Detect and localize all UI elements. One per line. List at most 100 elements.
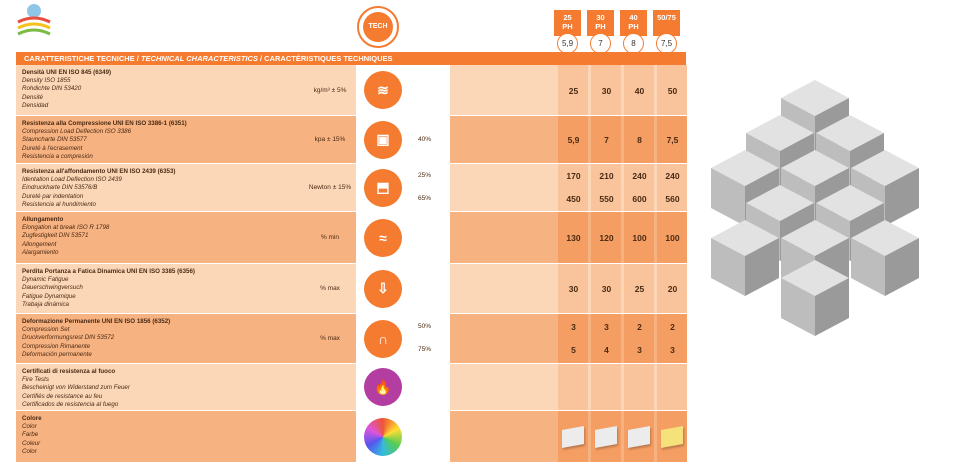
property-unit: kpa ± 15% <box>314 136 346 143</box>
grade-column-band <box>624 314 654 363</box>
percent-label: 50% <box>418 322 432 330</box>
property-line: Elongation at break ISO R 1798 <box>22 224 110 232</box>
density-icon: ≋ <box>364 71 402 109</box>
grade-column-header: 50/75 7,5 <box>653 10 680 60</box>
property-line: Color <box>22 423 37 431</box>
value-cell: 7,5 <box>666 135 679 145</box>
percent-cell <box>410 212 450 263</box>
value-cell: 30 <box>601 85 612 96</box>
value-cell: 7 <box>604 135 609 145</box>
spacer-cell <box>450 164 554 211</box>
property-line: Bescheinigt von Widerstand zum Feuer <box>22 384 130 392</box>
icon-cell: 🔥 <box>356 364 410 410</box>
icon-cell: ⬒ <box>356 164 410 211</box>
compression-icon: ▣ <box>364 120 402 159</box>
grade-column-band <box>591 212 621 263</box>
grade-column-band <box>591 364 621 410</box>
property-line: Perdita Portanza a Fatica Dinamica UNI E… <box>22 268 195 275</box>
grade-column-band <box>591 116 621 163</box>
property-unit: kg/m³ ± 5% <box>313 86 347 94</box>
grade-column-band <box>624 364 654 410</box>
property-unit <box>304 364 356 410</box>
color-icon <box>364 417 402 456</box>
table-row: Deformazione Permanente UNI EN ISO 1856 … <box>16 314 687 364</box>
spacer-cell <box>450 212 554 263</box>
percent-cell <box>410 65 450 115</box>
property-unit: Newton ± 15% <box>308 184 352 191</box>
values-group: 25 30 40 50 <box>554 65 687 115</box>
grade-suffix-label: PH <box>562 22 573 31</box>
property-label: Certificati di resistenza al fuoco Fire T… <box>16 364 304 410</box>
value-cell: 2 <box>637 321 642 332</box>
grade-suffix-label: PH <box>595 22 606 31</box>
property-line: Dauerschwingversuch <box>22 284 83 292</box>
value-cell: 100 <box>665 233 680 243</box>
property-line: Resistencia a compresión <box>22 152 93 160</box>
property-line: Rohdichte DIN 53420 <box>22 85 82 93</box>
property-unit: % max <box>320 335 340 342</box>
value-cell: 3 <box>604 321 609 332</box>
table-row: Perdita Portanza a Fatica Dinamica UNI E… <box>16 264 687 314</box>
grade-column-band <box>657 364 687 410</box>
value-cell: 550 <box>599 193 614 204</box>
property-line: Certificati di resistenza al fuoco <box>22 368 116 375</box>
grade-column-band <box>657 314 687 363</box>
grade-code-label: 25 <box>563 13 572 22</box>
grade-column-band <box>558 364 588 410</box>
values-group: 170 210 240 240 450 550 600 560 <box>554 164 687 211</box>
grade-column-band <box>624 264 654 313</box>
property-line: Deformación permanente <box>22 350 92 358</box>
property-line: Zugfestigkeit DIN 53571 <box>22 232 89 240</box>
property-line: Compression Load Deflection ISO 3386 <box>22 128 132 136</box>
value-cell: 8 <box>637 135 642 145</box>
grade-column-band <box>657 164 687 211</box>
values-group: 30 30 25 20 <box>554 264 687 313</box>
property-line: Certifiés de resistance au feu <box>22 392 103 400</box>
percent-cell: 25% 65% <box>410 164 450 211</box>
value-cell: 2 <box>670 321 675 332</box>
grade-code-label: 30 <box>596 13 605 22</box>
grade-column-band <box>558 65 588 115</box>
percent-cell: 40% <box>410 116 450 163</box>
indentation-icon: ⬒ <box>364 168 402 207</box>
spacer-cell <box>450 314 554 363</box>
property-line: Coleur <box>22 439 41 447</box>
value-cell: 3 <box>571 321 576 332</box>
grade-density-badge: 5,9 <box>557 33 578 54</box>
value-cell: 210 <box>599 171 614 181</box>
value-cell: 120 <box>599 233 614 243</box>
property-label: Densità UNI EN ISO 845 (6349) Density ISO… <box>16 65 304 115</box>
value-cell: 3 <box>670 345 675 355</box>
table-row: Resistenza all'affondamento UNI EN ISO 2… <box>16 164 687 212</box>
property-line: Farbe <box>22 431 39 439</box>
property-label: Resistenza alla Compressione UNI EN ISO … <box>16 116 304 163</box>
value-cell: 25 <box>568 85 579 96</box>
property-line: Allongement <box>22 240 57 248</box>
icon-cell: ∩ <box>356 314 410 363</box>
grade-density-badge: 7,5 <box>656 33 677 54</box>
property-line: Stauncharte DIN 53577 <box>22 136 87 144</box>
grade-column-header: 30 PH 7 <box>587 10 614 60</box>
property-line: Dynamic Fatigue <box>22 276 69 284</box>
value-cell: 5,9 <box>567 135 580 145</box>
table-row: Colore Color Farbe Coleur Color <box>16 411 687 463</box>
value-cell: 240 <box>632 171 647 181</box>
fire-icon: 🔥 <box>364 368 402 406</box>
value-cell: 5 <box>571 345 576 355</box>
property-line: Resistenza all'affondamento UNI EN ISO 2… <box>22 168 176 175</box>
percent-cell <box>410 364 450 410</box>
grade-column-band <box>591 314 621 363</box>
icon-cell: ≈ <box>356 212 410 263</box>
value-cell: 100 <box>632 233 647 243</box>
grade-code: 30 PH <box>587 10 614 36</box>
spacer-cell <box>450 364 554 410</box>
icon-cell <box>356 411 410 462</box>
grade-column-band <box>624 164 654 211</box>
value-cell: 170 <box>566 171 581 181</box>
property-line: Eindruckharte DIN 53576/B <box>22 184 98 192</box>
percent-label: 65% <box>418 194 432 202</box>
value-cell: 20 <box>667 284 678 294</box>
values-group <box>554 364 687 410</box>
property-line: Druckverformungsrest DIN 53572 <box>22 334 115 342</box>
percent-cell <box>410 264 450 313</box>
